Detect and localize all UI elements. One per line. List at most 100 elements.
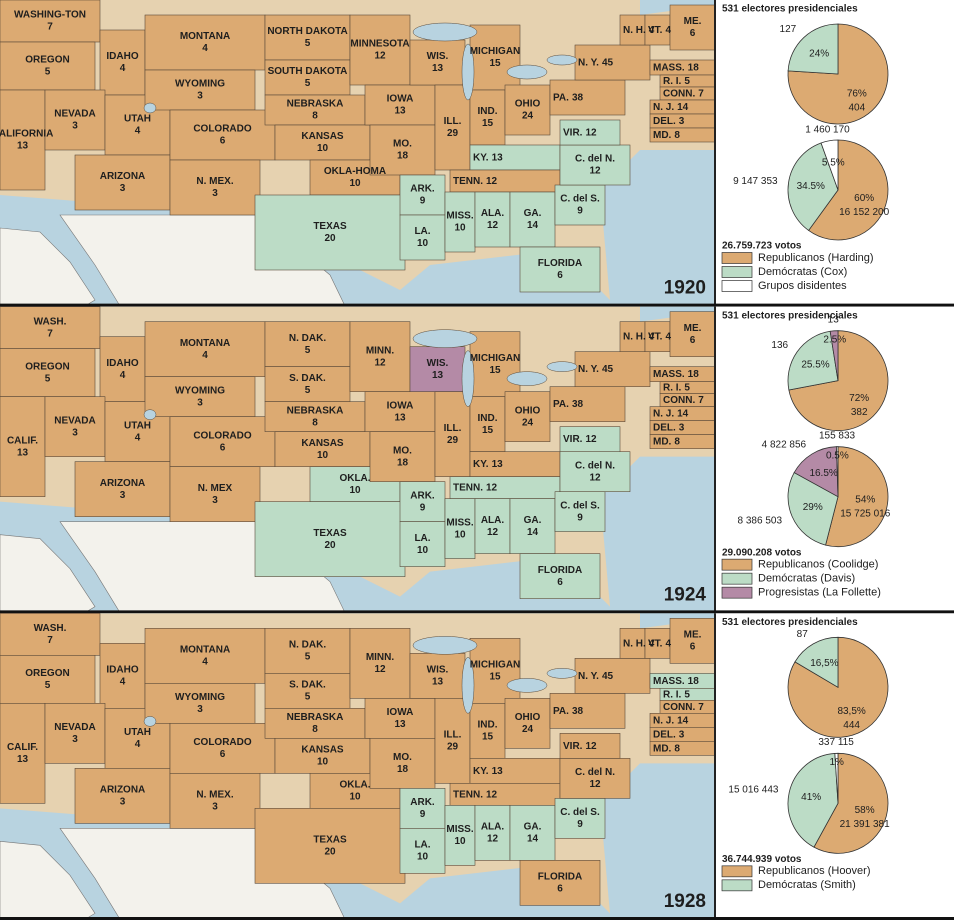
state-votes: 9 bbox=[420, 196, 426, 207]
pie-count-label: 444 bbox=[843, 720, 860, 731]
state bbox=[644, 14, 671, 46]
pie-slice bbox=[808, 139, 889, 241]
state-name: WYOMING bbox=[175, 79, 225, 90]
state-label: CONN. 7 bbox=[663, 701, 704, 712]
state-name: VT. bbox=[648, 25, 663, 36]
lake bbox=[143, 716, 157, 727]
state-votes: 7 bbox=[698, 395, 704, 406]
state-votes: 12 bbox=[589, 166, 601, 177]
state-name: TENN. bbox=[453, 176, 483, 187]
state-votes: 10 bbox=[317, 756, 329, 767]
state-name: ILL. bbox=[444, 116, 462, 127]
lake bbox=[412, 329, 478, 348]
pie-count-label: 136 bbox=[771, 340, 788, 351]
state bbox=[44, 89, 106, 151]
state-name: ME. bbox=[684, 629, 702, 640]
state-label: CONN. 7 bbox=[663, 395, 704, 406]
state-votes: 14 bbox=[677, 102, 689, 113]
state-label: PA. 38 bbox=[553, 92, 583, 103]
state bbox=[144, 683, 256, 724]
state-votes: 6 bbox=[220, 749, 226, 760]
state-votes: 5 bbox=[305, 345, 311, 356]
state bbox=[474, 498, 511, 554]
state-name: ALA. bbox=[481, 821, 505, 832]
state-name: VT. bbox=[648, 331, 663, 342]
state-name: VIR. bbox=[563, 127, 583, 138]
state-name: N. J. bbox=[653, 715, 674, 726]
state-label: VIR. 12 bbox=[563, 127, 597, 138]
state-name: N. DAK. bbox=[289, 639, 326, 650]
state bbox=[644, 321, 671, 352]
state-name: VIR. bbox=[563, 434, 583, 445]
pie-percent-label: 29% bbox=[803, 502, 823, 513]
state-votes: 10 bbox=[317, 450, 329, 461]
state-label: R. I. 5 bbox=[663, 76, 690, 87]
state-label: DEL. 3 bbox=[653, 729, 685, 740]
state-votes: 13 bbox=[432, 370, 444, 381]
state-name: NEBRASKA bbox=[287, 99, 344, 110]
state-name: TEXAS bbox=[313, 221, 347, 232]
state-name: PA. bbox=[553, 92, 569, 103]
state-name: ARK. bbox=[410, 490, 435, 501]
state-name: CONN. bbox=[663, 701, 695, 712]
state-name: ALA. bbox=[481, 208, 505, 219]
state bbox=[144, 321, 266, 377]
state-votes: 29 bbox=[447, 741, 459, 752]
state bbox=[0, 655, 96, 704]
state-votes: 4 bbox=[649, 638, 655, 649]
state-label: N. J. 14 bbox=[653, 408, 689, 419]
state-votes: 13 bbox=[492, 459, 504, 470]
legend-swatch bbox=[721, 572, 753, 585]
state-votes: 20 bbox=[324, 846, 336, 857]
state-votes: 12 bbox=[486, 176, 498, 187]
state-votes: 12 bbox=[487, 220, 499, 231]
state-name: C. del N. bbox=[575, 767, 615, 778]
state-name: SOUTH DAKOTA bbox=[268, 66, 348, 77]
state-votes: 13 bbox=[492, 765, 504, 776]
pie-slice bbox=[788, 330, 889, 432]
state-name: IOWA bbox=[387, 400, 414, 411]
state-votes: 9 bbox=[420, 809, 426, 820]
pie-count-label: 382 bbox=[851, 407, 868, 418]
state-name: CALIFORNIA bbox=[0, 129, 53, 140]
state-votes: 12 bbox=[589, 779, 601, 790]
electors-title: 531 electores presidenciales bbox=[722, 4, 858, 15]
state-name: ME. bbox=[684, 323, 702, 334]
state-label: MASS. 18 bbox=[653, 675, 699, 686]
year-label: 1928 bbox=[664, 891, 706, 912]
state-name: C. del S. bbox=[560, 500, 600, 511]
state bbox=[409, 346, 466, 392]
state-name: LA. bbox=[414, 533, 430, 544]
state-votes: 4 bbox=[135, 739, 141, 750]
state-label: MD. 8 bbox=[653, 743, 680, 754]
state-votes: 10 bbox=[454, 223, 466, 234]
state-name: NEVADA bbox=[54, 109, 95, 120]
state-votes: 10 bbox=[317, 143, 329, 154]
state-name: FLORIDA bbox=[538, 565, 582, 576]
state-votes: 5 bbox=[305, 691, 311, 702]
state-votes: 7 bbox=[47, 22, 53, 33]
state-votes: 14 bbox=[527, 220, 539, 231]
state-votes: 13 bbox=[432, 63, 444, 74]
state bbox=[0, 306, 101, 349]
state bbox=[504, 698, 551, 749]
lake bbox=[546, 668, 578, 679]
state-name: IOWA bbox=[387, 707, 414, 718]
state-votes: 12 bbox=[589, 472, 601, 483]
state bbox=[469, 144, 561, 171]
pie-slice bbox=[836, 446, 839, 497]
election-panel: WASH.7OREGON5CALIF.13IDAHO4NEVADA3UTAH4A… bbox=[0, 613, 954, 920]
state bbox=[519, 860, 601, 906]
state-votes: 24 bbox=[522, 417, 534, 428]
state bbox=[469, 703, 506, 759]
pie-percent-label: 16,5% bbox=[810, 658, 838, 669]
state-name: FLORIDA bbox=[538, 871, 582, 882]
legend-swatch bbox=[721, 266, 753, 278]
state bbox=[0, 348, 96, 397]
state-votes: 3 bbox=[120, 490, 126, 501]
state bbox=[619, 14, 646, 46]
legend-label: Demócratas (Davis) bbox=[758, 573, 855, 585]
state bbox=[549, 386, 626, 422]
state-votes: 3 bbox=[212, 188, 218, 199]
state-votes: 3 bbox=[197, 397, 203, 408]
